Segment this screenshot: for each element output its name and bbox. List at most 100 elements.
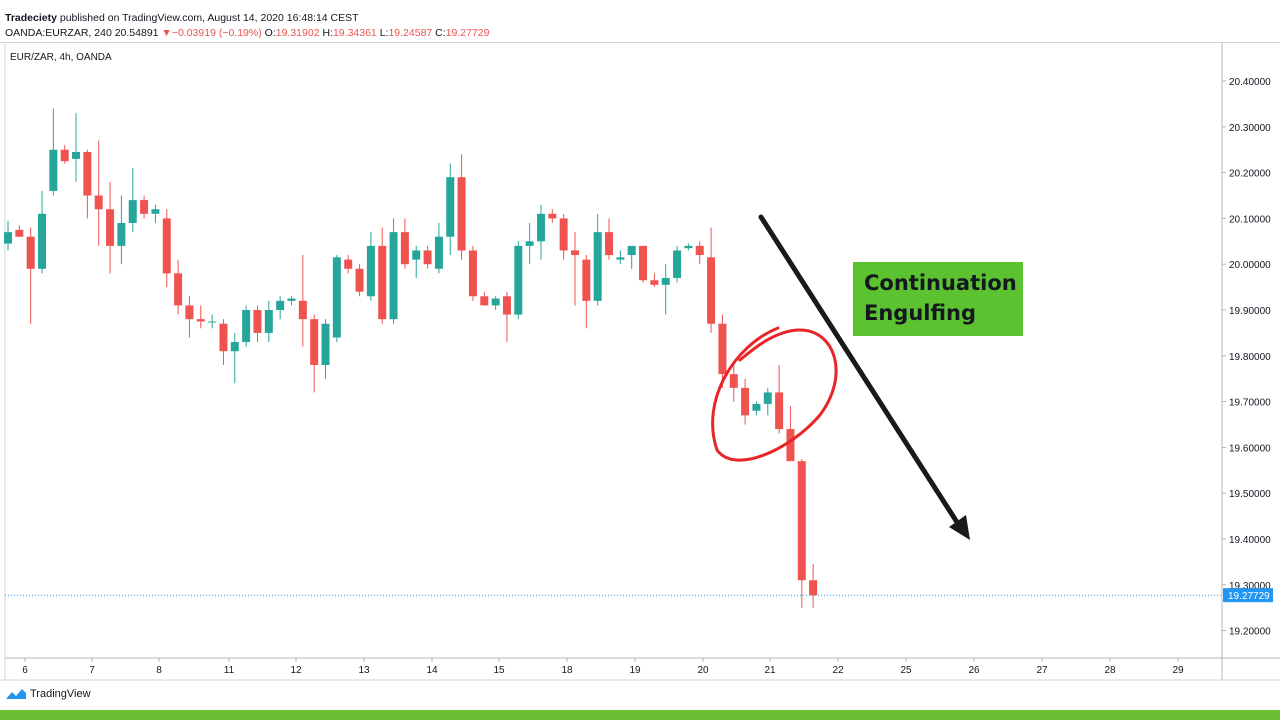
candle-body bbox=[446, 177, 455, 237]
candle-body bbox=[174, 273, 183, 306]
candle-body bbox=[128, 200, 137, 223]
candle-body bbox=[786, 429, 795, 462]
candle-body bbox=[639, 245, 648, 281]
candle-body bbox=[15, 229, 24, 237]
drawings bbox=[711, 214, 970, 540]
price-tick-label: 19.50000 bbox=[1229, 489, 1271, 500]
symbol-info: OANDA:EURZAR, 240 20.54891 ▼−0.03919 (−0… bbox=[5, 27, 489, 39]
candle-body bbox=[389, 232, 398, 320]
time-axis[interactable]: 6 7 8 11 12 13 14 15 18 19 20 21 22 25 26 27 28 29 bbox=[22, 658, 1184, 676]
symbol-name: OANDA:EURZAR, 240 bbox=[5, 27, 112, 39]
last-price-label: 19.27729 bbox=[1228, 591, 1270, 602]
candle-body bbox=[502, 296, 511, 315]
time-tick-label: 27 bbox=[1036, 665, 1048, 676]
time-tick-label: 29 bbox=[1172, 665, 1184, 676]
candle-body bbox=[140, 200, 149, 214]
candle-body bbox=[38, 213, 47, 269]
candle-body bbox=[94, 195, 103, 210]
time-tick-label: 20 bbox=[697, 665, 709, 676]
tradingview-logo[interactable]: TradingView bbox=[6, 688, 91, 700]
high-label: H: bbox=[322, 27, 333, 39]
publish-info: Tradeciety published on TradingView.com,… bbox=[5, 12, 359, 24]
time-tick-label: 26 bbox=[968, 665, 980, 676]
high-value: 19.34361 bbox=[332, 27, 377, 39]
tradingview-logo-text: TradingView bbox=[30, 688, 91, 700]
candle-body bbox=[457, 177, 466, 251]
candle-body bbox=[366, 245, 375, 297]
chart-grid bbox=[0, 43, 1280, 681]
candle-body bbox=[298, 300, 307, 320]
candle-body bbox=[344, 259, 353, 269]
candle-body bbox=[468, 250, 477, 297]
price-tick-label: 20.10000 bbox=[1229, 214, 1271, 225]
time-tick-label: 7 bbox=[89, 665, 95, 676]
candle-body bbox=[434, 236, 443, 269]
bottom-strip bbox=[0, 710, 1280, 720]
candle-body bbox=[26, 236, 35, 269]
candle-body bbox=[605, 232, 614, 256]
candle-body bbox=[208, 321, 217, 323]
candle-body bbox=[695, 245, 704, 256]
candle-body bbox=[627, 245, 636, 256]
candle-body bbox=[775, 392, 784, 430]
time-tick-label: 25 bbox=[900, 665, 912, 676]
candle-body bbox=[242, 310, 251, 343]
candle-body bbox=[491, 298, 500, 306]
candle-body bbox=[684, 245, 693, 249]
candle-body bbox=[480, 296, 489, 306]
price-tick-label: 20.40000 bbox=[1229, 77, 1271, 88]
candle-body bbox=[310, 319, 319, 365]
time-tick-label: 12 bbox=[290, 665, 302, 676]
time-tick-label: 28 bbox=[1104, 665, 1116, 676]
annotation-box: Continuation Engulfing bbox=[853, 262, 1023, 336]
time-tick-label: 18 bbox=[561, 665, 573, 676]
candle-body bbox=[106, 209, 115, 246]
candle-body bbox=[661, 277, 670, 285]
time-tick-label: 13 bbox=[358, 665, 370, 676]
candle-body bbox=[616, 257, 625, 260]
time-tick-label: 11 bbox=[224, 665, 235, 676]
candle-body bbox=[355, 268, 364, 292]
candle-body bbox=[707, 257, 716, 324]
trend-arrow-line bbox=[758, 214, 965, 533]
candle-body bbox=[230, 342, 239, 352]
candle-body bbox=[378, 245, 387, 320]
price-axis[interactable]: 20.40000 20.30000 20.20000 20.10000 20.00000… bbox=[1222, 77, 1273, 638]
candle-body bbox=[548, 213, 557, 219]
time-tick-label: 14 bbox=[426, 665, 438, 676]
time-tick-label: 8 bbox=[156, 665, 162, 676]
candle-body bbox=[332, 257, 341, 338]
candle-body bbox=[752, 403, 761, 411]
price-tick-label: 20.30000 bbox=[1229, 123, 1271, 134]
candle-body bbox=[253, 310, 262, 333]
candle-body bbox=[673, 250, 682, 278]
candle-body bbox=[650, 280, 659, 285]
price-tick-label: 19.30000 bbox=[1229, 581, 1271, 592]
open-label: O: bbox=[264, 27, 276, 39]
close-label: C: bbox=[435, 27, 446, 39]
tradingview-icon bbox=[6, 689, 26, 699]
candle-body bbox=[536, 213, 545, 242]
time-tick-label: 21 bbox=[764, 665, 776, 676]
candle-body bbox=[4, 232, 12, 244]
candle-body bbox=[729, 374, 738, 388]
candle-body bbox=[72, 151, 81, 159]
candle-body bbox=[49, 149, 58, 191]
last-value: 20.54891 bbox=[114, 27, 159, 39]
close-value: 19.27729 bbox=[445, 27, 490, 39]
candle-body bbox=[117, 222, 126, 246]
candle-body bbox=[321, 323, 330, 365]
time-tick-label: 15 bbox=[493, 665, 505, 676]
candle-body bbox=[219, 323, 228, 352]
price-tick-label: 19.60000 bbox=[1229, 443, 1271, 454]
price-tick-label: 19.20000 bbox=[1229, 627, 1271, 638]
price-tick-label: 19.90000 bbox=[1229, 306, 1271, 317]
highlight-circle bbox=[711, 326, 838, 462]
change-arrow-icon: ▼ bbox=[161, 27, 172, 39]
candle-body bbox=[276, 300, 285, 310]
candle-body bbox=[514, 245, 523, 315]
candle-body bbox=[185, 305, 194, 320]
header-divider bbox=[0, 42, 1280, 43]
price-tick-label: 19.40000 bbox=[1229, 535, 1271, 546]
